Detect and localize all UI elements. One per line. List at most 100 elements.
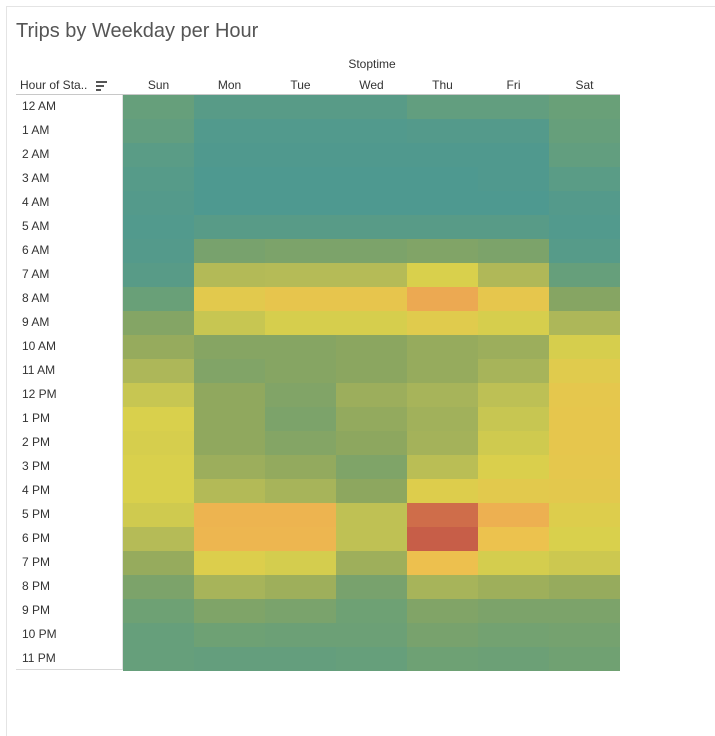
heatmap-cell[interactable]: [194, 503, 265, 527]
heatmap-cell[interactable]: [478, 119, 549, 143]
heatmap-cell[interactable]: [478, 647, 549, 671]
row-label[interactable]: 8 PM: [22, 579, 50, 593]
heatmap-cell[interactable]: [194, 551, 265, 575]
heatmap-cell[interactable]: [478, 623, 549, 647]
row-label[interactable]: 4 AM: [22, 195, 49, 209]
heatmap-cell[interactable]: [194, 575, 265, 599]
row-label[interactable]: 10 PM: [22, 627, 57, 641]
heatmap-cell[interactable]: [407, 335, 478, 359]
heatmap-cell[interactable]: [123, 383, 194, 407]
heatmap-cell[interactable]: [407, 431, 478, 455]
heatmap-cell[interactable]: [123, 647, 194, 671]
heatmap-cell[interactable]: [265, 431, 336, 455]
heatmap-cell[interactable]: [407, 119, 478, 143]
heatmap-cell[interactable]: [478, 383, 549, 407]
column-label-sun[interactable]: Sun: [148, 78, 169, 92]
heatmap-cell[interactable]: [265, 551, 336, 575]
heatmap-cell[interactable]: [194, 143, 265, 167]
heatmap-cell[interactable]: [336, 263, 407, 287]
heatmap-cell[interactable]: [549, 455, 620, 479]
heatmap-cell[interactable]: [478, 431, 549, 455]
heatmap-cell[interactable]: [336, 95, 407, 119]
heatmap-cell[interactable]: [265, 335, 336, 359]
row-label[interactable]: 8 AM: [22, 291, 49, 305]
heatmap-cell[interactable]: [549, 167, 620, 191]
heatmap-cell[interactable]: [123, 167, 194, 191]
heatmap-cell[interactable]: [336, 455, 407, 479]
row-header-label[interactable]: Hour of Sta..: [20, 78, 88, 92]
row-label[interactable]: 6 AM: [22, 243, 49, 257]
heatmap-cell[interactable]: [407, 503, 478, 527]
column-label-sat[interactable]: Sat: [575, 78, 594, 92]
heatmap-cell[interactable]: [549, 599, 620, 623]
heatmap-cell[interactable]: [478, 407, 549, 431]
heatmap-cell[interactable]: [123, 239, 194, 263]
heatmap-cell[interactable]: [336, 623, 407, 647]
heatmap-cell[interactable]: [265, 527, 336, 551]
heatmap-cell[interactable]: [407, 383, 478, 407]
heatmap-cell[interactable]: [194, 263, 265, 287]
heatmap-cell[interactable]: [265, 623, 336, 647]
heatmap-cell[interactable]: [123, 119, 194, 143]
heatmap-cell[interactable]: [123, 335, 194, 359]
row-label[interactable]: 12 PM: [22, 387, 57, 401]
heatmap-cell[interactable]: [478, 143, 549, 167]
heatmap-cell[interactable]: [549, 95, 620, 119]
heatmap-cell[interactable]: [478, 455, 549, 479]
heatmap-cell[interactable]: [336, 167, 407, 191]
column-label-fri[interactable]: Fri: [507, 78, 521, 92]
heatmap-cell[interactable]: [336, 479, 407, 503]
heatmap-cell[interactable]: [265, 503, 336, 527]
heatmap-cell[interactable]: [194, 215, 265, 239]
heatmap-cell[interactable]: [478, 239, 549, 263]
row-label[interactable]: 9 AM: [22, 315, 49, 329]
heatmap-cell[interactable]: [549, 527, 620, 551]
heatmap-cell[interactable]: [407, 311, 478, 335]
row-label[interactable]: 2 PM: [22, 435, 50, 449]
heatmap-cell[interactable]: [407, 407, 478, 431]
heatmap-cell[interactable]: [478, 551, 549, 575]
heatmap-cell[interactable]: [549, 287, 620, 311]
heatmap-cell[interactable]: [194, 407, 265, 431]
heatmap-cell[interactable]: [123, 479, 194, 503]
heatmap-cell[interactable]: [336, 575, 407, 599]
heatmap-cell[interactable]: [265, 191, 336, 215]
heatmap-cell[interactable]: [123, 407, 194, 431]
heatmap-cell[interactable]: [194, 527, 265, 551]
heatmap-cell[interactable]: [194, 431, 265, 455]
heatmap-cell[interactable]: [478, 575, 549, 599]
heatmap-cell[interactable]: [336, 383, 407, 407]
heatmap-cell[interactable]: [407, 95, 478, 119]
heatmap-cell[interactable]: [123, 575, 194, 599]
heatmap-cell[interactable]: [194, 359, 265, 383]
heatmap-cell[interactable]: [407, 359, 478, 383]
sort-descending-icon[interactable]: [96, 80, 108, 91]
row-label[interactable]: 11 PM: [22, 651, 56, 665]
heatmap-cell[interactable]: [407, 527, 478, 551]
heatmap-cell[interactable]: [478, 479, 549, 503]
heatmap-cell[interactable]: [549, 383, 620, 407]
heatmap-cell[interactable]: [123, 263, 194, 287]
heatmap-cell[interactable]: [336, 191, 407, 215]
heatmap-cell[interactable]: [194, 119, 265, 143]
heatmap-cell[interactable]: [336, 359, 407, 383]
heatmap-cell[interactable]: [407, 191, 478, 215]
row-label[interactable]: 7 PM: [22, 555, 50, 569]
heatmap-cell[interactable]: [336, 311, 407, 335]
heatmap-cell[interactable]: [336, 551, 407, 575]
heatmap-cell[interactable]: [336, 527, 407, 551]
row-label[interactable]: 1 PM: [22, 411, 50, 425]
heatmap-cell[interactable]: [336, 239, 407, 263]
heatmap-cell[interactable]: [265, 383, 336, 407]
heatmap-cell[interactable]: [194, 599, 265, 623]
row-label[interactable]: 3 PM: [22, 459, 50, 473]
heatmap-cell[interactable]: [478, 191, 549, 215]
heatmap-cell[interactable]: [407, 455, 478, 479]
column-label-tue[interactable]: Tue: [290, 78, 311, 92]
heatmap-cell[interactable]: [478, 287, 549, 311]
heatmap-cell[interactable]: [265, 215, 336, 239]
heatmap-cell[interactable]: [549, 215, 620, 239]
heatmap-cell[interactable]: [549, 311, 620, 335]
heatmap-cell[interactable]: [478, 311, 549, 335]
heatmap-cell[interactable]: [478, 599, 549, 623]
